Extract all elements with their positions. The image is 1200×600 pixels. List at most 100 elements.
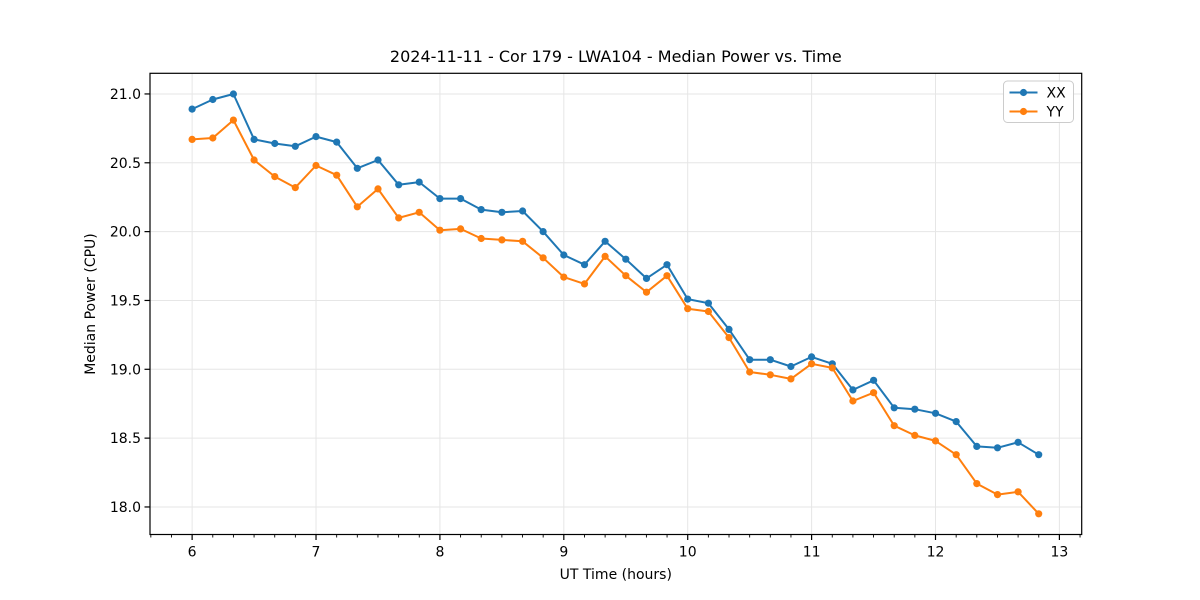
chart-title: 2024-11-11 - Cor 179 - LWA104 - Median P…	[390, 47, 842, 66]
data-point-XX	[931, 409, 940, 417]
data-point-XX	[188, 105, 196, 113]
y-tick-label: 21.0	[110, 87, 141, 103]
y-axis-label: Median Power (CPU)	[83, 233, 99, 375]
data-point-XX	[580, 261, 589, 269]
x-tick-label: 13	[1050, 545, 1068, 561]
data-point-XX	[766, 356, 774, 364]
data-point-YY	[353, 203, 361, 211]
data-point-YY	[560, 273, 568, 281]
data-point-XX	[684, 295, 692, 303]
data-point-YY	[746, 368, 754, 376]
data-point-YY	[312, 161, 320, 170]
data-point-XX	[353, 164, 361, 172]
data-point-XX	[849, 386, 857, 394]
x-tick-label: 11	[803, 545, 821, 561]
data-point-YY	[229, 116, 237, 124]
data-point-XX	[808, 353, 816, 361]
data-point-XX	[291, 142, 299, 150]
data-point-XX	[436, 195, 444, 203]
data-point-YY	[973, 480, 981, 488]
x-tick-label: 7	[312, 545, 321, 561]
data-point-YY	[952, 451, 960, 459]
data-point-XX	[560, 251, 568, 259]
data-point-XX	[973, 442, 981, 450]
data-point-XX	[746, 356, 754, 364]
data-point-YY	[725, 334, 733, 342]
data-point-YY	[271, 173, 279, 181]
data-point-XX	[250, 135, 258, 143]
data-point-YY	[395, 214, 403, 222]
data-point-XX	[622, 255, 630, 263]
data-point-YY	[477, 234, 485, 243]
data-point-YY	[601, 252, 609, 260]
data-point-XX	[663, 261, 671, 269]
data-point-XX	[312, 133, 320, 141]
data-point-YY	[622, 272, 630, 280]
data-point-YY	[374, 185, 382, 193]
data-point-XX	[539, 228, 547, 236]
legend-swatch-marker	[1019, 88, 1028, 97]
data-point-XX	[519, 207, 527, 215]
y-tick-label: 19.5	[110, 293, 141, 309]
data-point-YY	[519, 237, 527, 245]
data-point-YY	[663, 272, 671, 280]
data-point-YY	[766, 371, 774, 379]
data-point-XX	[704, 299, 713, 307]
x-tick-label: 10	[679, 545, 697, 561]
data-point-XX	[374, 156, 382, 164]
data-point-XX	[498, 208, 506, 216]
x-tick-label: 6	[188, 545, 197, 561]
data-point-XX	[395, 181, 403, 189]
data-point-YY	[333, 171, 341, 179]
data-point-YY	[188, 135, 196, 143]
data-point-XX	[787, 362, 795, 371]
x-axis-label: UT Time (hours)	[560, 567, 672, 583]
data-point-YY	[704, 307, 713, 316]
data-point-YY	[684, 305, 692, 313]
data-point-YY	[787, 375, 795, 383]
y-tick-label: 20.5	[110, 156, 141, 172]
data-point-XX	[415, 178, 423, 186]
x-tick-label: 8	[435, 545, 444, 561]
data-point-YY	[828, 364, 836, 372]
data-point-YY	[890, 422, 898, 430]
data-point-XX	[457, 195, 465, 203]
legend-label: YY	[1046, 105, 1065, 121]
x-tick-label: 9	[559, 545, 568, 561]
legend-label: XX	[1047, 86, 1067, 102]
data-point-XX	[209, 95, 217, 104]
data-point-YY	[931, 437, 940, 445]
data-point-YY	[1035, 510, 1043, 518]
data-point-YY	[457, 225, 465, 233]
tick-layer: 6 7 8 9 10 11 12 13 18.0 18.5 19.0 19.5 20.0 20.5 21.0	[110, 87, 1081, 561]
data-point-XX	[601, 237, 609, 245]
data-point-YY	[993, 491, 1002, 499]
data-point-YY	[1014, 488, 1022, 496]
data-point-YY	[250, 156, 258, 164]
data-point-YY	[209, 134, 217, 142]
data-point-YY	[808, 360, 816, 368]
data-point-YY	[415, 208, 423, 216]
data-point-XX	[271, 139, 279, 148]
data-point-XX	[890, 404, 898, 412]
data-point-XX	[1035, 451, 1043, 459]
data-point-XX	[642, 274, 651, 282]
data-point-YY	[870, 389, 878, 397]
legend-swatch-marker	[1019, 107, 1028, 116]
data-point-YY	[291, 184, 299, 192]
data-point-XX	[870, 376, 878, 384]
data-point-XX	[333, 138, 341, 146]
y-tick-label: 19.0	[110, 362, 141, 378]
data-point-XX	[993, 444, 1002, 452]
data-point-XX	[477, 206, 485, 214]
data-point-YY	[580, 280, 589, 288]
legend: XX YY	[1003, 80, 1074, 123]
data-point-YY	[642, 288, 651, 296]
series-line-YY	[192, 119, 1040, 515]
data-point-XX	[725, 325, 733, 333]
data-point-XX	[1014, 438, 1022, 446]
data-point-YY	[498, 236, 506, 244]
data-point-YY	[539, 254, 547, 262]
y-tick-label: 20.0	[110, 225, 141, 241]
